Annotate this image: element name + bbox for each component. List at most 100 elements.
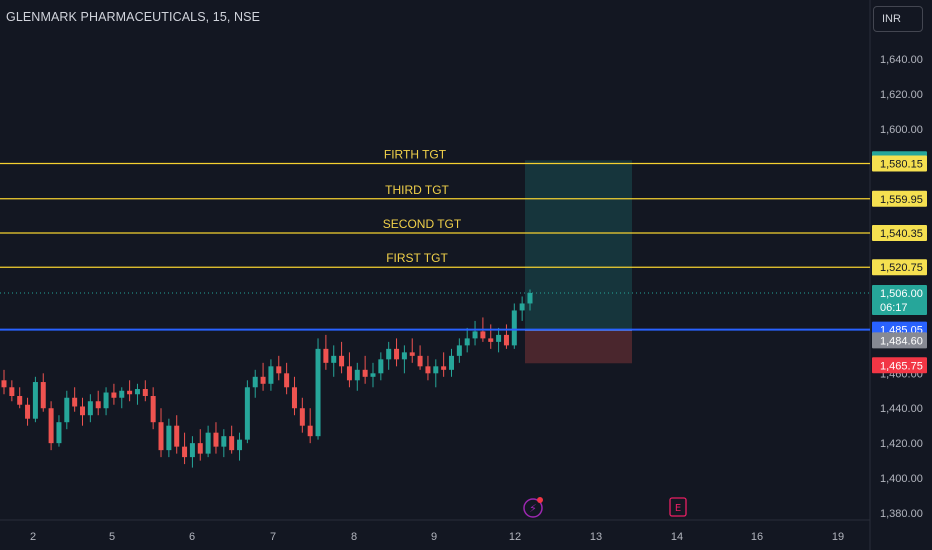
candle-body <box>64 397 70 423</box>
candle-body <box>488 338 494 342</box>
y-tick-label: 1,420.00 <box>880 438 923 450</box>
candle-body <box>166 425 172 451</box>
candle-body <box>205 432 211 454</box>
flash-event-icon <box>523 498 543 518</box>
candle-body <box>299 408 305 426</box>
candle-body <box>315 348 321 437</box>
x-tick-label: 13 <box>590 531 602 543</box>
candle-body <box>9 387 15 397</box>
candle-body <box>32 382 38 419</box>
candle-body <box>284 373 290 388</box>
target-tag: 1,580.15 <box>880 159 923 171</box>
level-lines[interactable]: FIRTH TGT THIRD TGT SECOND TGT FIRST TGT <box>0 148 870 331</box>
candle-body <box>268 366 274 384</box>
earnings-event-icon <box>669 497 687 517</box>
target-label: FIRTH TGT <box>384 148 447 162</box>
x-tick-label: 16 <box>751 531 763 543</box>
candle-body <box>17 396 23 405</box>
candle-body <box>119 390 125 398</box>
target-tag: 1,540.35 <box>880 228 923 240</box>
candle-body <box>346 366 352 381</box>
current-price-tag-bg <box>872 284 927 315</box>
candle-body <box>378 359 384 374</box>
candle-body <box>448 355 454 370</box>
target-tag-bg <box>872 259 927 276</box>
position-entry-tag-bg <box>872 332 927 349</box>
candle-body <box>158 422 164 451</box>
candles <box>1 289 533 468</box>
x-tick-label: 12 <box>509 531 521 543</box>
candle-body <box>291 387 297 409</box>
candle-body <box>425 366 431 374</box>
y-tick-label: 1,620.00 <box>880 89 923 101</box>
target-tag-bg <box>872 155 927 172</box>
candle-body <box>331 355 337 363</box>
x-tick-label: 19 <box>832 531 844 543</box>
candle-body <box>252 376 258 388</box>
y-tick-label: 1,640.00 <box>880 54 923 66</box>
candle-body <box>237 439 243 451</box>
candle-body <box>1 380 7 388</box>
candle-body <box>72 397 78 407</box>
candle-body <box>401 352 407 360</box>
candle-body <box>496 334 502 342</box>
candle-body <box>150 396 156 423</box>
candle-body <box>48 408 54 444</box>
x-tick-label: 14 <box>671 531 683 543</box>
y-tick-label: 1,380.00 <box>880 508 923 520</box>
candle-body <box>197 443 203 454</box>
profit-zone <box>525 160 632 331</box>
sl-tag: 1,465.75 <box>880 360 923 372</box>
target-tag-bg <box>872 190 927 207</box>
x-tick-label: 9 <box>431 531 437 543</box>
candle-body <box>213 432 219 447</box>
candle-body <box>25 404 31 419</box>
candle-body <box>417 355 423 367</box>
candle-body <box>307 425 313 437</box>
flash-glyph: ⚡ <box>529 502 537 515</box>
candle-body <box>362 369 368 377</box>
target-label: SECOND TGT <box>383 217 462 231</box>
candle-body <box>56 422 62 444</box>
candle-body <box>40 382 46 409</box>
earnings-glyph: E <box>675 503 681 514</box>
candle-body <box>174 425 180 447</box>
target-tag-bg <box>872 225 927 242</box>
candle-body <box>480 331 486 339</box>
candle-body <box>472 331 478 339</box>
candle-body <box>456 345 462 356</box>
candle-body <box>182 446 188 458</box>
candle-body <box>370 373 376 377</box>
candle-body <box>189 443 195 458</box>
candle-body <box>519 303 525 311</box>
candle-body <box>142 389 148 397</box>
x-tick-label: 7 <box>270 531 276 543</box>
candle-body <box>323 348 329 363</box>
candle-body <box>87 401 93 416</box>
candle-body <box>80 406 86 416</box>
loss-zone <box>525 330 632 364</box>
target-tag: 1,520.75 <box>880 262 923 274</box>
candle-body <box>221 436 227 447</box>
event-markers[interactable]: ⚡ E <box>523 497 687 518</box>
price-tags: 1,582.001,580.151,559.951,540.351,520.75… <box>872 151 927 374</box>
candle-body <box>339 355 345 367</box>
candle-body <box>527 292 533 304</box>
currency-button[interactable]: INR <box>873 6 923 32</box>
chart-title: GLENMARK PHARMACEUTICALS, 15, NSE <box>6 10 261 24</box>
x-tick-label: 8 <box>351 531 357 543</box>
candle-body <box>95 401 101 409</box>
countdown-tag: 06:17 <box>880 302 908 314</box>
position-zone[interactable] <box>525 160 632 364</box>
grid-lines <box>0 0 871 550</box>
y-tick-label: 1,600.00 <box>880 124 923 136</box>
candle-body <box>441 366 447 370</box>
candle-body <box>244 387 250 440</box>
candle-body <box>260 376 266 384</box>
candle-body <box>229 436 235 451</box>
candle-body <box>111 392 117 398</box>
y-tick-label: 1,400.00 <box>880 473 923 485</box>
candle-body <box>127 390 133 395</box>
time-axis[interactable]: 2 5 6 7 8 9 12 13 14 16 19 <box>30 531 844 543</box>
